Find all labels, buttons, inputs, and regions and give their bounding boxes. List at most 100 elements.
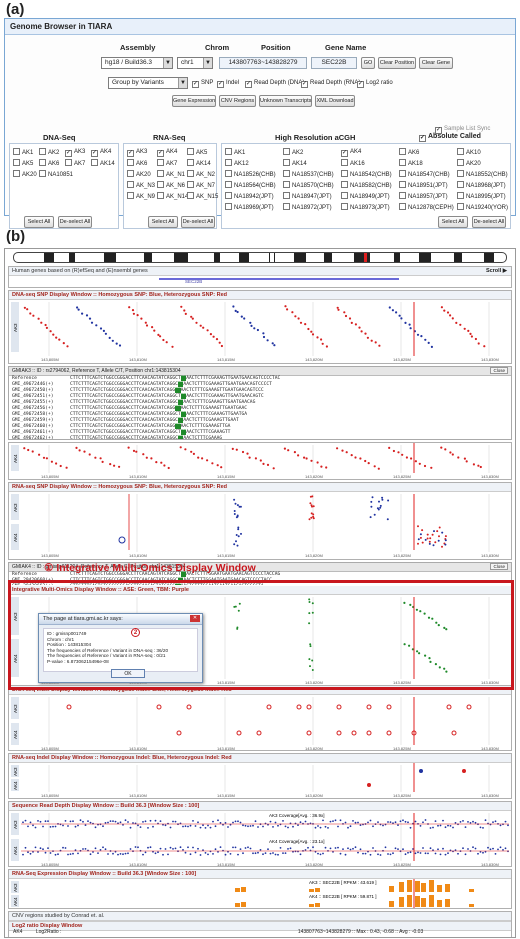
sample-checkbox[interactable]: AK6 xyxy=(127,159,147,168)
sample-checkbox[interactable]: AK_N6 xyxy=(157,181,185,190)
dna-indel-plot[interactable]: AK3 AK4 143,805M 143,810M 143,815M 143,820M 14… xyxy=(9,695,512,751)
sample-checkbox[interactable]: NA18969(JPT) xyxy=(225,203,274,212)
sample-checkbox[interactable]: NA18564(CHB) xyxy=(225,181,276,190)
sample-checkbox[interactable]: AK12 xyxy=(225,159,249,168)
sample-checkbox[interactable]: AK3 xyxy=(65,148,85,157)
sample-checkbox[interactable]: AK6 xyxy=(399,148,419,157)
sample-checkbox[interactable]: AK7 xyxy=(157,159,177,168)
dna-snp-track-ak3[interactable]: AK3 143,805M 143,810M 143,815M 143,820M 143,8… xyxy=(9,300,512,364)
read-depth-plot[interactable]: AK3 AK4 143,805M 143,810M 143,815M 143,820M 14… xyxy=(9,811,512,867)
action-button[interactable]: CNV Regions xyxy=(219,95,256,107)
sample-checkbox[interactable]: AK18 xyxy=(399,159,423,168)
absolute-called-toggle[interactable]: Absolute Called xyxy=(419,133,481,142)
sample-checkbox[interactable]: AK10 xyxy=(457,148,481,157)
sample-checkbox[interactable]: AK_N15 xyxy=(187,192,218,201)
sample-checkbox[interactable]: AK20 xyxy=(127,170,151,179)
go-button[interactable]: GO xyxy=(361,57,375,69)
indel-point xyxy=(366,730,372,736)
dna-snp-ak4-plot[interactable]: AK4 143,805M 143,810M 143,815M 143,820M 143,8… xyxy=(9,443,512,479)
sample-checkbox[interactable]: AK4 xyxy=(91,148,111,157)
dna-deselect-all-button[interactable]: De-select All xyxy=(58,216,92,228)
sample-checkbox[interactable]: NA18951(JPT) xyxy=(399,181,448,190)
close-button[interactable]: Close xyxy=(490,563,508,570)
checkbox-icon xyxy=(187,159,194,166)
chromosome-ideogram[interactable] xyxy=(13,252,507,263)
sample-checkbox[interactable]: AK2 xyxy=(283,148,303,157)
sample-checkbox[interactable]: AK14 xyxy=(283,159,307,168)
sample-checkbox[interactable]: NA18947(JPT) xyxy=(283,192,332,201)
expression-bar xyxy=(415,881,420,892)
sample-checkbox[interactable]: NA19240(YOR) xyxy=(457,203,508,212)
scroll-control[interactable]: Scroll ▶ xyxy=(486,268,507,274)
sample-checkbox[interactable]: NA18547(CHB) xyxy=(399,170,450,179)
rna-indel-plot[interactable]: AK3 AK4 143,805M 143,810M 143,815M 143,820M 14… xyxy=(9,763,512,799)
sample-checkbox[interactable]: NA18973(JPT) xyxy=(341,203,390,212)
acgh-select-all-button[interactable]: Select All xyxy=(438,216,468,228)
action-button[interactable]: Unknown Transcripts xyxy=(259,95,312,107)
sample-checkbox[interactable]: AK_N1 xyxy=(157,170,185,179)
display-option-checkbox[interactable]: Read Depth (DNA) xyxy=(245,79,304,88)
sample-checkbox[interactable]: NA18942(JPT) xyxy=(225,192,274,201)
display-option-checkbox[interactable]: Read Depth (RNA) xyxy=(301,79,360,88)
display-option-checkbox[interactable]: Indel xyxy=(217,79,239,88)
chrom-select[interactable]: chr1 ▼ xyxy=(177,57,213,69)
ok-button[interactable]: OK xyxy=(111,669,145,678)
sample-checkbox[interactable]: NA18582(CHB) xyxy=(341,181,392,190)
rna-select-all-button[interactable]: Select All xyxy=(148,216,178,228)
sample-checkbox[interactable]: AK14 xyxy=(91,159,115,168)
sample-checkbox[interactable]: AK20 xyxy=(457,159,481,168)
sample-checkbox[interactable]: NA18570(CHB) xyxy=(283,181,334,190)
chevron-right-icon: ▶ xyxy=(502,268,507,274)
sample-checkbox[interactable]: AK_N7 xyxy=(187,181,215,190)
sample-checkbox[interactable]: NA18949(JPT) xyxy=(341,192,390,201)
sample-checkbox[interactable]: AK4 xyxy=(157,148,177,157)
gene-name-input[interactable]: SEC22B xyxy=(311,57,357,69)
sample-checkbox[interactable]: AK5 xyxy=(187,148,207,157)
sample-checkbox[interactable]: AK1 xyxy=(13,148,33,157)
sample-checkbox[interactable]: NA18526(CHB) xyxy=(225,170,276,179)
sample-list-sync[interactable]: Sample List Sync xyxy=(435,125,490,134)
sample-checkbox[interactable]: AK6 xyxy=(39,159,59,168)
rna-deselect-all-button[interactable]: De-select All xyxy=(181,216,215,228)
sample-checkbox[interactable]: AK1 xyxy=(225,148,245,157)
checkbox-label: AK1 xyxy=(22,150,34,156)
sample-checkbox[interactable]: NA18537(CHB) xyxy=(283,170,334,179)
action-button[interactable]: Gene Expression xyxy=(172,95,216,107)
close-button[interactable]: Close xyxy=(490,367,508,374)
sample-checkbox[interactable]: NA18968(JPT) xyxy=(457,181,506,190)
sample-checkbox[interactable]: AK_N3 xyxy=(127,181,155,190)
sample-checkbox[interactable]: AK7 xyxy=(65,159,85,168)
assembly-select[interactable]: hg18 / Build36.3 ▼ xyxy=(101,57,173,69)
action-button[interactable]: XML Download xyxy=(315,95,355,107)
sample-checkbox[interactable]: AK3 xyxy=(127,148,147,157)
display-option-checkbox[interactable]: Log2 ratio xyxy=(357,79,393,88)
rna-snp-plot[interactable]: AK3 AK4 143,805M 143,810M 143,815M 143,820M 14… xyxy=(9,492,512,560)
dna-select-all-button[interactable]: Select All xyxy=(24,216,54,228)
position-input[interactable]: 143807763~143828279 xyxy=(219,57,307,69)
display-option-checkbox[interactable]: SNP xyxy=(192,79,213,88)
variant-point xyxy=(83,450,86,453)
sample-checkbox[interactable]: AK_N2 xyxy=(187,170,215,179)
clear-gene-button[interactable]: Clear Gene xyxy=(419,57,453,69)
sample-checkbox[interactable]: NA18995(JPT) xyxy=(457,192,506,201)
sample-checkbox[interactable]: NA12878(CEPH) xyxy=(399,203,454,212)
sample-checkbox[interactable]: NA18972(JPT) xyxy=(283,203,332,212)
close-icon[interactable]: ✕ xyxy=(190,615,200,622)
clear-position-button[interactable]: Clear Position xyxy=(378,57,416,69)
sample-checkbox[interactable]: AK14 xyxy=(187,159,211,168)
sample-checkbox[interactable]: AK_N9 xyxy=(127,192,155,201)
sample-checkbox[interactable]: NA18552(CHB) xyxy=(457,170,508,179)
sample-checkbox[interactable]: AK16 xyxy=(341,159,365,168)
group-by-select[interactable]: Group by Variants ▼ xyxy=(108,77,188,89)
sample-checkbox[interactable]: NA18957(JPT) xyxy=(399,192,448,201)
sample-checkbox[interactable]: AK5 xyxy=(13,159,33,168)
sample-checkbox[interactable]: AK2 xyxy=(39,148,59,157)
sample-checkbox[interactable]: AK_N14 xyxy=(157,192,188,201)
sample-checkbox[interactable]: NA10851 xyxy=(39,170,73,179)
sample-checkbox[interactable]: AK4 xyxy=(341,148,361,157)
acgh-deselect-all-button[interactable]: De-select All xyxy=(472,216,506,228)
sample-checkbox[interactable]: NA18542(CHB) xyxy=(341,170,392,179)
sample-checkbox[interactable]: AK20 xyxy=(13,170,37,179)
gene-model-bar[interactable] xyxy=(159,278,399,280)
